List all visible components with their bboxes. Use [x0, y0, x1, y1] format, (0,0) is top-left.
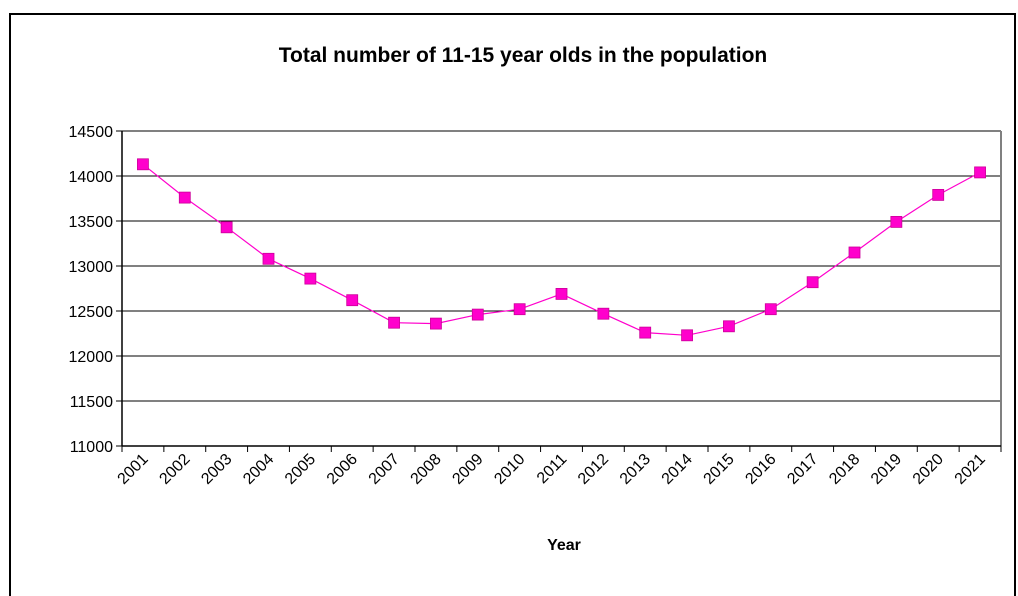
- chart-frame: [9, 13, 1016, 596]
- x-tick-label-2001: 2001: [115, 451, 152, 488]
- y-tick-label: 13500: [69, 214, 114, 231]
- x-tick-label-2009: 2009: [449, 451, 486, 488]
- x-tick-label-2013: 2013: [617, 451, 654, 488]
- x-tick-label-2015: 2015: [701, 451, 738, 488]
- data-point-2009: [471, 308, 484, 321]
- data-point-2008: [430, 317, 442, 330]
- data-point-2021: [974, 166, 986, 179]
- data-point-2015: [723, 320, 735, 333]
- x-tick-label-2011: 2011: [534, 451, 570, 487]
- x-tick-label-2019: 2019: [868, 451, 905, 488]
- x-tick-label-2004: 2004: [240, 451, 277, 488]
- y-tick-label: 11000: [70, 439, 113, 456]
- x-tick-label-2016: 2016: [742, 451, 779, 488]
- x-tick-label-2017: 2017: [784, 451, 821, 488]
- data-point-2001: [137, 158, 149, 171]
- data-point-2019: [890, 215, 903, 228]
- data-point-2010: [513, 303, 526, 316]
- x-tick-label-2020: 2020: [910, 451, 947, 488]
- x-axis-title: Year: [547, 537, 581, 554]
- data-point-2018: [848, 246, 861, 259]
- y-tick-labels: 11000 11500 12000 12500 13000 13500 14000 14500: [69, 124, 114, 456]
- x-tick-label-2002: 2002: [156, 451, 193, 488]
- x-tick-label-2014: 2014: [659, 451, 696, 488]
- x-tick-label-2012: 2012: [575, 451, 612, 488]
- data-point-2020: [932, 188, 945, 201]
- chart-title: Total number of 11-15 year olds in the p…: [279, 44, 768, 67]
- axes: [116, 130, 1002, 452]
- gridlines: [122, 175, 1001, 402]
- x-tick-label-2007: 2007: [366, 451, 403, 488]
- y-tick-label: 13000: [69, 259, 114, 276]
- x-tick-labels: 2001 2002 2003 2004 2005 2006 2007 2008 2009 2010…: [115, 451, 989, 488]
- x-tick-label-2008: 2008: [408, 451, 445, 488]
- x-tick-label-2021: 2021: [952, 451, 989, 488]
- data-point-2017: [806, 276, 819, 289]
- data-point-2013: [639, 326, 652, 339]
- y-tick-label: 12000: [69, 349, 114, 366]
- x-tick-label-2005: 2005: [282, 451, 319, 488]
- data-point-2014: [681, 329, 693, 342]
- data-point-2004: [262, 252, 275, 265]
- data-point-2011: [555, 287, 568, 300]
- y-tick-label: 11500: [70, 394, 113, 411]
- x-tick-label-2006: 2006: [324, 451, 361, 488]
- x-tick-label-2018: 2018: [826, 451, 863, 488]
- y-tick-label: 12500: [69, 304, 114, 321]
- data-point-2003: [220, 221, 233, 234]
- data-point-2012: [597, 307, 610, 320]
- data-point-2006: [346, 294, 359, 307]
- x-tick-label-2010: 2010: [491, 451, 528, 488]
- x-tick-label-2003: 2003: [198, 451, 235, 488]
- data-point-2016: [764, 303, 777, 316]
- data-point-2002: [178, 191, 191, 204]
- series-markers: [137, 158, 986, 342]
- data-point-2005: [304, 272, 317, 285]
- y-tick-label: 14000: [69, 169, 114, 186]
- y-tick-label: 14500: [69, 124, 114, 141]
- data-point-2007: [388, 316, 400, 329]
